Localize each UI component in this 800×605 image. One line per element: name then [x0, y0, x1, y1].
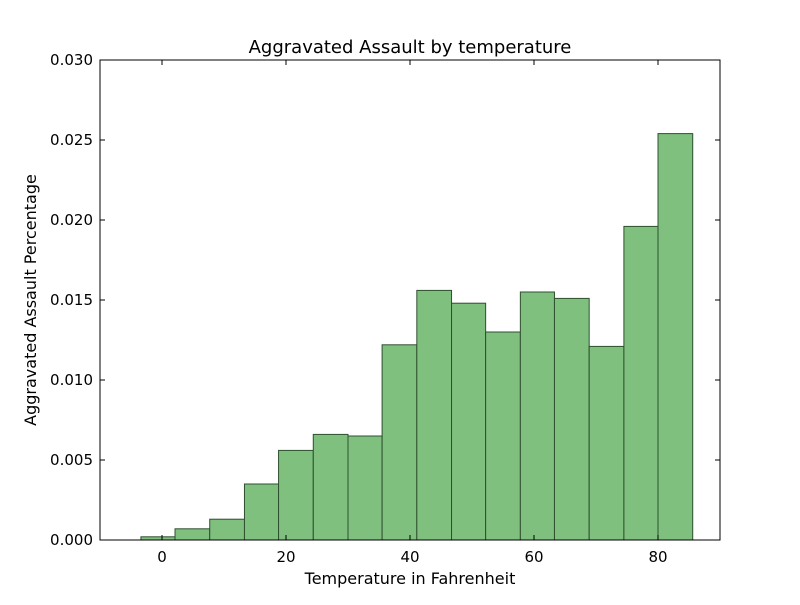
x-tick-label: 20	[276, 548, 295, 566]
histogram-bar	[174, 528, 211, 541]
histogram-bar	[347, 435, 383, 541]
histogram-bar	[657, 133, 694, 541]
y-tick-label: 0.015	[50, 291, 93, 309]
histogram-bar	[485, 331, 521, 541]
histogram-bar	[209, 518, 245, 541]
x-tick-label: 80	[648, 548, 667, 566]
bars-group	[140, 133, 694, 541]
histogram-bar	[278, 449, 314, 541]
y-axis-ticks: 0.000 0.005 0.010 0.015 0.020 0.025 0.030	[50, 51, 720, 549]
chart-title: Aggravated Assault by temperature	[249, 37, 572, 58]
y-axis-label: Aggravated Assault Percentage	[21, 174, 40, 426]
histogram-bar	[312, 433, 349, 541]
histogram-bar	[519, 291, 555, 541]
histogram-bar	[416, 289, 453, 541]
histogram-bar	[243, 483, 280, 541]
histogram-bar	[588, 345, 625, 541]
y-tick-label: 0.010	[50, 371, 93, 389]
x-tick-label: 40	[400, 548, 419, 566]
y-tick-label: 0.030	[50, 51, 93, 69]
histogram-bar	[451, 302, 487, 541]
histogram-bar	[623, 225, 659, 541]
x-axis-label: Temperature in Fahrenheit	[304, 569, 516, 588]
histogram-bar	[381, 344, 418, 541]
y-tick-label: 0.005	[50, 451, 93, 469]
x-axis-ticks: 0 20 40 60 80	[157, 60, 668, 566]
y-tick-label: 0.025	[50, 131, 93, 149]
x-tick-label: 0	[157, 548, 167, 566]
x-tick-label: 60	[524, 548, 543, 566]
y-tick-label: 0.000	[50, 531, 93, 549]
histogram-bar	[553, 297, 590, 541]
y-tick-label: 0.020	[50, 211, 93, 229]
